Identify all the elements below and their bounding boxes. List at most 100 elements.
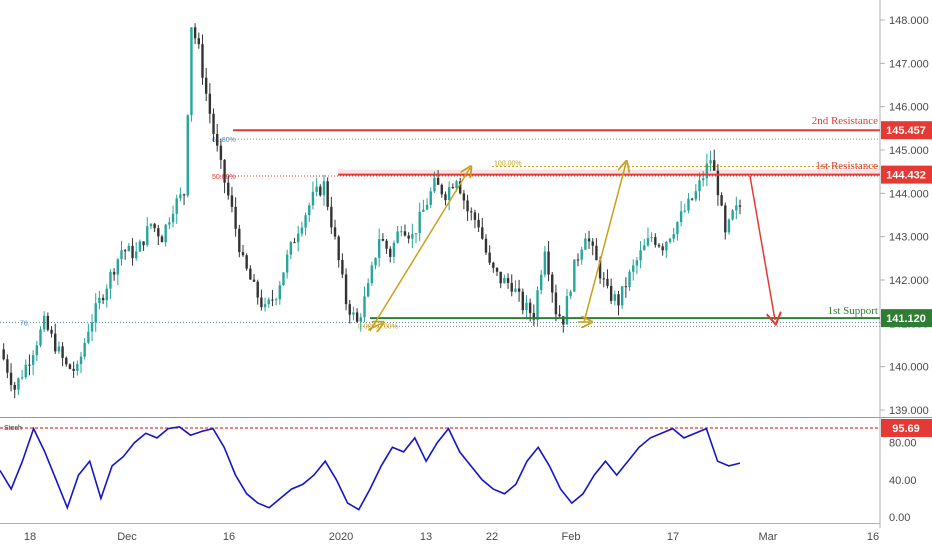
- candle-body: [315, 186, 318, 192]
- candle-body: [713, 160, 716, 171]
- candle-body: [168, 222, 171, 225]
- candle-body: [186, 115, 189, 196]
- candle-body: [256, 281, 259, 298]
- candle-body: [639, 250, 642, 261]
- candle-body: [414, 233, 418, 235]
- candle-body: [65, 357, 68, 365]
- candle-body: [735, 205, 738, 211]
- candle-body: [392, 242, 396, 257]
- candle-body: [330, 206, 333, 228]
- candle-body: [366, 283, 370, 297]
- candle-body: [444, 194, 447, 201]
- candle-body: [514, 288, 517, 292]
- candle-body: [278, 285, 282, 300]
- candle-body: [72, 368, 75, 371]
- candle-body: [297, 233, 300, 243]
- candle-body: [182, 194, 186, 196]
- candle-body: [9, 372, 13, 385]
- candle-body: [57, 346, 61, 352]
- candle-body: [204, 77, 208, 94]
- candle-body: [289, 242, 293, 255]
- candle-body: [76, 364, 79, 371]
- candle-body: [425, 204, 429, 210]
- candle-body: [79, 356, 83, 365]
- fib-000-label-b: 0.00%: [378, 324, 398, 331]
- candle-body: [201, 44, 204, 78]
- candle-body: [370, 265, 374, 284]
- candle-body: [727, 219, 731, 233]
- candle-body: [112, 272, 116, 275]
- candle-body: [190, 27, 193, 116]
- candle-body: [473, 212, 477, 220]
- fib-100-label: 100.00%: [494, 160, 522, 167]
- candle-body: [39, 329, 42, 346]
- candle-body: [650, 237, 653, 239]
- candle-body: [584, 238, 587, 250]
- candle-body: [197, 38, 201, 45]
- candle-body: [683, 210, 686, 212]
- candle-body: [690, 198, 694, 200]
- stoch-y-tick-label: 40.00: [889, 475, 917, 487]
- candle-body: [451, 187, 455, 189]
- candle-body: [31, 355, 35, 365]
- candle-body: [646, 238, 650, 246]
- x-tick-label: Mar: [759, 531, 778, 543]
- candle-body: [643, 245, 646, 251]
- candle-body: [499, 271, 502, 284]
- candle-body: [17, 378, 20, 390]
- candle-body: [274, 299, 278, 301]
- candle-body: [543, 251, 547, 275]
- candle-body: [153, 223, 156, 229]
- y-tick-label: 146.000: [889, 102, 929, 114]
- candle-body: [598, 260, 602, 279]
- resistance-1-label: 1st Resistance: [815, 160, 878, 172]
- candle-body: [429, 191, 432, 205]
- candle-body: [300, 227, 304, 234]
- candle-body: [389, 248, 392, 257]
- candle-body: [2, 349, 5, 360]
- candle-body: [341, 259, 344, 275]
- level-price-label: 141.120: [886, 313, 926, 325]
- resistance-zone: [338, 169, 880, 176]
- candle-body: [123, 250, 127, 252]
- candle-body: [654, 237, 657, 245]
- candle-body: [609, 285, 613, 301]
- candle-body: [24, 364, 27, 378]
- candle-body: [558, 314, 561, 317]
- x-tick-label: Dec: [117, 531, 137, 543]
- candle-body: [705, 163, 709, 179]
- level-price-tag: [881, 165, 932, 184]
- candle-body: [617, 294, 620, 306]
- x-tick-label: 22: [486, 531, 498, 543]
- candle-body: [470, 211, 473, 213]
- candle-body: [337, 236, 340, 260]
- candle-body: [481, 227, 484, 239]
- stoch-level-tag: [881, 419, 932, 438]
- y-tick-label: 143.000: [889, 232, 929, 244]
- candle-body: [635, 260, 639, 266]
- candle-body: [87, 331, 90, 343]
- y-tick-label: 148.000: [889, 15, 929, 27]
- candle-body: [160, 236, 164, 243]
- candle-body: [208, 93, 212, 114]
- candle-body: [573, 259, 576, 292]
- candle-body: [319, 186, 322, 196]
- candle-body: [624, 286, 628, 288]
- support-1-label: 1st Support: [828, 305, 878, 317]
- candle-body: [90, 322, 94, 332]
- candle-body: [606, 278, 609, 286]
- candle-body: [293, 242, 296, 244]
- candle-body: [701, 178, 705, 181]
- candle-body: [716, 170, 720, 196]
- candle-body: [687, 198, 690, 211]
- candle-body: [212, 113, 215, 134]
- candle-body: [245, 255, 248, 269]
- x-tick-label: 2020: [329, 531, 353, 543]
- y-tick-label: 139.000: [889, 405, 929, 417]
- candle-body: [348, 304, 351, 315]
- candle-body: [83, 342, 86, 357]
- x-tick-label: 16: [223, 531, 235, 543]
- stoch-line: [0, 425, 741, 511]
- candle-body: [142, 241, 145, 246]
- candle-body: [720, 195, 723, 206]
